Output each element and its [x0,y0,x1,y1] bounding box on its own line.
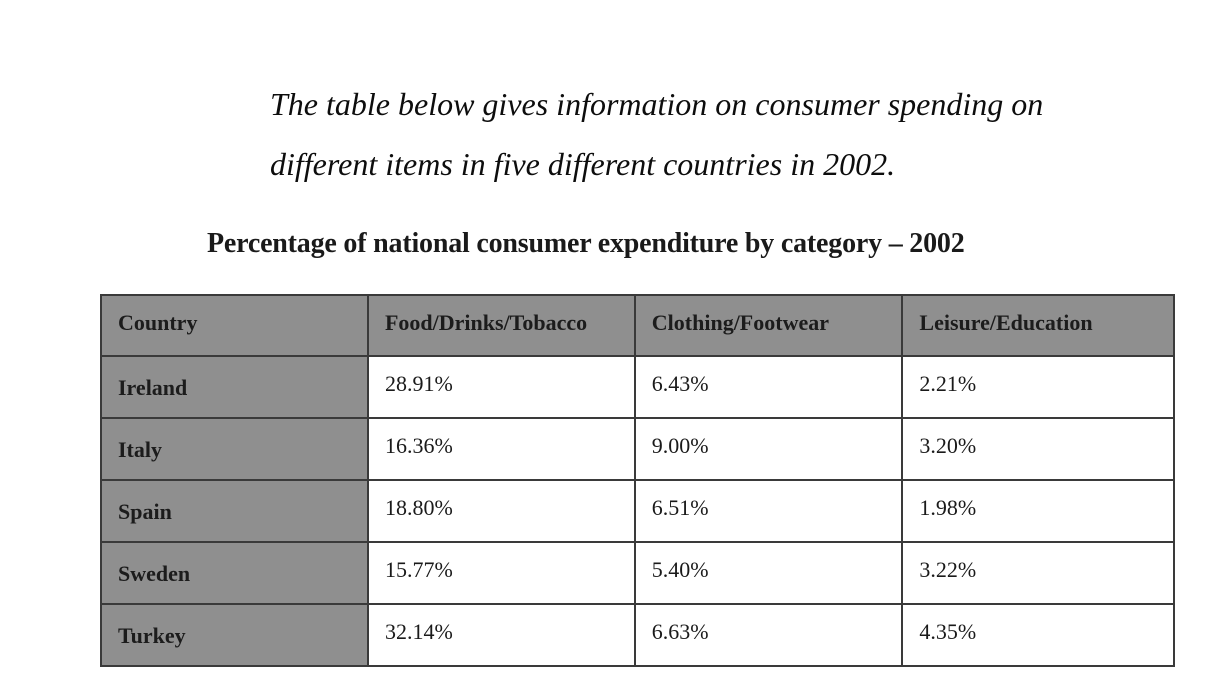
cell-turkey-clothing: 6.63% [633,603,904,667]
cell-turkey-food: 32.14% [366,603,636,667]
expenditure-table: Country Food/Drinks/Tobacco Clothing/Foo… [100,294,1175,667]
cell-ireland-leisure: 2.21% [901,355,1175,419]
intro-line-1: The table below gives information on con… [270,86,1044,122]
row-label-sweden: Sweden [100,541,369,605]
cell-italy-clothing: 9.00% [633,417,904,481]
cell-spain-leisure: 1.98% [901,479,1175,543]
intro-text: The table below gives information on con… [270,74,1200,194]
cell-italy-leisure: 3.20% [901,417,1175,481]
header-row: Country Food/Drinks/Tobacco Clothing/Foo… [100,294,1175,357]
row-label-turkey: Turkey [100,603,369,667]
cell-sweden-leisure: 3.22% [901,541,1175,605]
column-header-clothing: Clothing/Footwear [633,294,904,357]
cell-sweden-clothing: 5.40% [633,541,904,605]
row-label-ireland: Ireland [100,355,369,419]
cell-turkey-leisure: 4.35% [901,603,1175,667]
row-label-spain: Spain [100,479,369,543]
cell-ireland-clothing: 6.43% [633,355,904,419]
column-header-leisure: Leisure/Education [901,294,1175,357]
table-row: Italy 16.36% 9.00% 3.20% [100,417,1175,481]
cell-italy-food: 16.36% [366,417,636,481]
cell-ireland-food: 28.91% [366,355,636,419]
cell-spain-clothing: 6.51% [633,479,904,543]
cell-spain-food: 18.80% [366,479,636,543]
table-title: Percentage of national consumer expendit… [207,228,965,259]
table-row: Ireland 28.91% 6.43% 2.21% [100,355,1175,419]
table-row: Turkey 32.14% 6.63% 4.35% [100,603,1175,667]
column-header-country: Country [100,294,369,357]
table-row: Sweden 15.77% 5.40% 3.22% [100,541,1175,605]
table-row: Spain 18.80% 6.51% 1.98% [100,479,1175,543]
row-label-italy: Italy [100,417,369,481]
column-header-food: Food/Drinks/Tobacco [366,294,636,357]
cell-sweden-food: 15.77% [366,541,636,605]
intro-line-2: different items in five different countr… [270,146,896,182]
